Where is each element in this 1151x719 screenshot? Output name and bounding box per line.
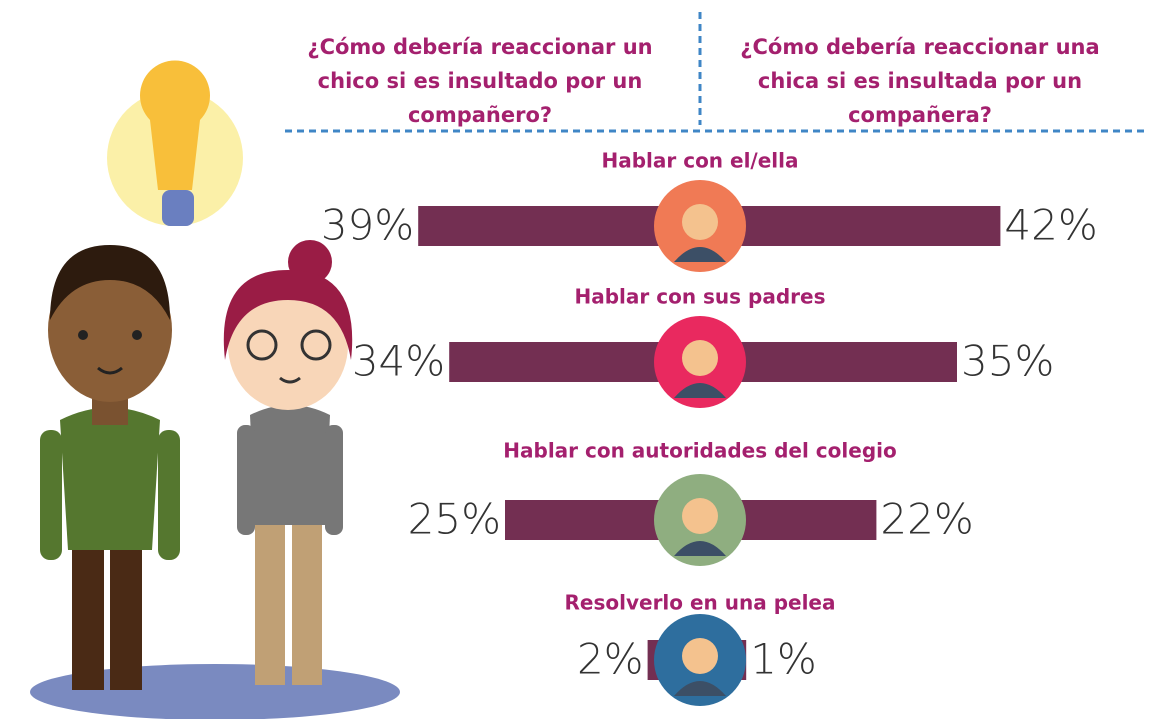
- value-label: 2%: [577, 635, 644, 684]
- value-label: 35%: [961, 337, 1054, 386]
- category-label: Hablar con autoridades del colegio: [503, 439, 896, 463]
- value-label: 42%: [1004, 201, 1097, 250]
- value-label: 1%: [750, 635, 817, 684]
- series-title: ¿Cómo debería reaccionar un chico si es …: [275, 30, 685, 132]
- infographic: Hablar con el/ella 39% 42% Hablar con sus p…: [0, 0, 1151, 719]
- value-label: 34%: [352, 337, 445, 386]
- value-label: 22%: [880, 495, 973, 544]
- category-label: Resolverlo en una pelea: [565, 591, 836, 615]
- illustration: [30, 61, 400, 719]
- icon-face: [682, 638, 718, 674]
- icon-face: [682, 204, 718, 240]
- series-title: ¿Cómo debería reaccionar una chica si es…: [715, 30, 1125, 132]
- value-label: 25%: [408, 495, 501, 544]
- value-label: 39%: [321, 201, 414, 250]
- icon-face: [682, 340, 718, 376]
- category-label: Hablar con el/ella: [601, 149, 798, 173]
- icon-face: [682, 498, 718, 534]
- category-label: Hablar con sus padres: [575, 285, 826, 309]
